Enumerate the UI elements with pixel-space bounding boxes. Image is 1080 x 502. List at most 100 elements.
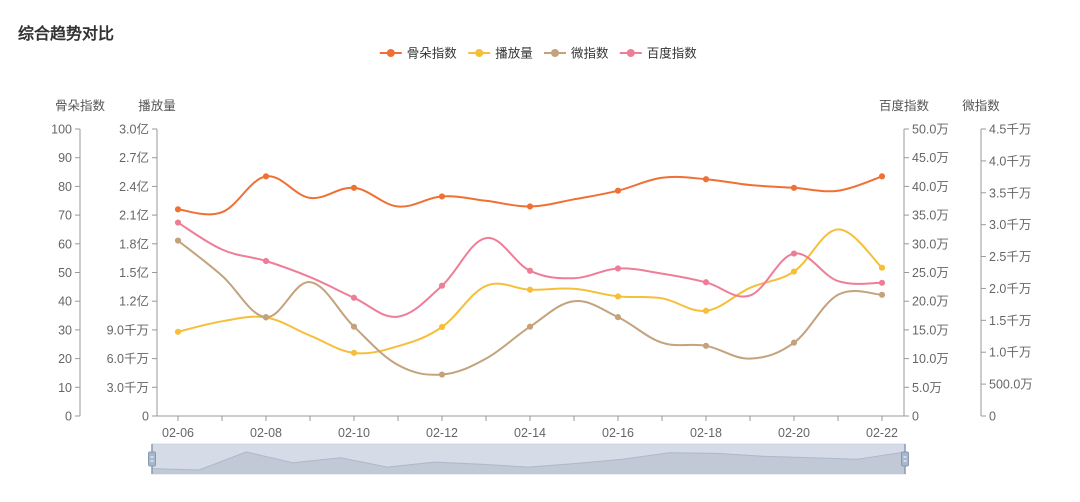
data-point — [614, 293, 622, 300]
handle-grip — [148, 451, 156, 467]
data-point — [878, 291, 886, 298]
legend-item[interactable]: 微指数 — [544, 46, 609, 61]
y-tick-label: 15.0万 — [912, 323, 949, 337]
y-tick-label: 0 — [142, 410, 149, 424]
y-tick-label: 40.0万 — [912, 180, 949, 194]
y-axis-name: 百度指数 — [879, 98, 930, 113]
legend-label: 微指数 — [571, 46, 609, 61]
data-point — [878, 264, 886, 271]
y-tick-label: 0 — [989, 410, 996, 424]
y-tick-label: 20 — [58, 352, 72, 366]
slider-preview-area — [152, 452, 905, 474]
data-point — [174, 237, 182, 244]
chart-legend[interactable]: 骨朵指数 播放量 微指数 百度指数 — [379, 46, 698, 61]
y-tick-label: 1.5千万 — [989, 314, 1031, 328]
chart-axes: 0 10 20 30 40 50 60 70 80 90 100 骨朵指数 0 3.0千万 6.0千万 9.0… — [51, 98, 1033, 424]
y-tick-label: 10.0万 — [912, 352, 949, 366]
data-point — [438, 193, 446, 200]
y-axis-a2: 0 3.0千万 6.0千万 9.0千万 1.2亿 1.5亿 1.8亿 2.1亿 2.4亿 2.7亿… — [107, 98, 176, 424]
y-axis-name: 微指数 — [962, 98, 1000, 113]
y-tick-label: 2.5千万 — [989, 250, 1031, 264]
data-point — [790, 339, 798, 346]
legend-label: 播放量 — [495, 46, 533, 61]
legend-label: 百度指数 — [647, 46, 698, 61]
y-tick-label: 45.0万 — [912, 151, 949, 165]
y-tick-label: 3.0亿 — [119, 122, 149, 137]
data-point — [526, 203, 534, 210]
chart-series — [174, 173, 886, 378]
data-point — [790, 184, 798, 191]
legend-item[interactable]: 骨朵指数 — [379, 46, 458, 61]
y-tick-label: 30 — [58, 323, 72, 337]
legend-marker — [475, 49, 484, 57]
y-tick-label: 0 — [65, 410, 72, 424]
data-point — [350, 349, 358, 356]
data-point — [526, 323, 534, 330]
data-zoom-slider[interactable] — [148, 443, 909, 475]
y-tick-label: 10 — [58, 381, 72, 395]
y-tick-label: 1.8亿 — [119, 236, 149, 251]
data-point — [438, 323, 446, 331]
y-tick-label: 3.5千万 — [989, 186, 1031, 200]
y-tick-label: 2.0千万 — [989, 282, 1031, 296]
legend-marker — [626, 49, 635, 57]
data-point — [702, 307, 710, 314]
series-2 — [174, 228, 886, 356]
y-tick-label: 6.0千万 — [107, 352, 149, 366]
x-tick-label: 02-10 — [338, 426, 370, 440]
series-4 — [174, 219, 886, 318]
y-axis-name: 播放量 — [138, 98, 176, 113]
x-tick-label: 02-12 — [426, 426, 458, 440]
y-tick-label: 50.0万 — [912, 123, 949, 137]
slider-selection — [152, 444, 905, 474]
data-point — [526, 286, 534, 293]
y-tick-label: 4.0千万 — [989, 154, 1031, 168]
page-title: 综合趋势对比 — [18, 26, 115, 43]
y-axis-a3: 0 5.0万 10.0万 15.0万 20.0万 25.0万 30.0万 35.0万 40.0万… — [879, 98, 949, 424]
legend-label: 骨朵指数 — [407, 46, 458, 61]
data-point — [878, 279, 886, 286]
data-point — [438, 371, 446, 378]
y-axis-a1: 0 10 20 30 40 50 60 70 80 90 100 骨朵指数 — [51, 98, 105, 424]
data-point — [614, 314, 622, 321]
y-axis-name: 骨朵指数 — [55, 98, 106, 113]
data-point — [702, 279, 710, 286]
data-point — [350, 323, 358, 330]
x-tick-label: 02-22 — [866, 426, 898, 440]
slider-handle-right[interactable] — [901, 444, 909, 474]
series-line — [177, 239, 883, 376]
data-point — [526, 267, 534, 274]
slider-handle-left[interactable] — [148, 444, 156, 474]
y-axis-a4: 0 500.0万 1.0千万 1.5千万 2.0千万 2.5千万 3.0千万 3.5千万 4.0… — [962, 98, 1033, 424]
x-tick-label: 02-20 — [778, 426, 810, 440]
y-tick-label: 3.0千万 — [989, 218, 1031, 232]
data-point — [174, 328, 182, 335]
slider-preview-line — [151, 451, 906, 471]
x-tick-label: 02-06 — [162, 426, 194, 440]
legend-marker — [551, 49, 559, 57]
y-tick-label: 2.7亿 — [119, 150, 149, 165]
y-tick-label: 60 — [58, 237, 72, 251]
y-tick-label: 20.0万 — [912, 295, 949, 309]
data-point — [702, 176, 710, 183]
x-axis: 02-06 02-08 02-10 02-12 02-14 02-16 02-18 02-20… — [157, 415, 904, 440]
x-tick-label: 02-16 — [602, 426, 634, 440]
y-tick-label: 1.2亿 — [119, 294, 149, 309]
data-point — [262, 173, 270, 180]
legend-item[interactable]: 播放量 — [468, 46, 533, 61]
data-point — [702, 342, 710, 349]
y-tick-label: 25.0万 — [912, 266, 949, 280]
x-tick-label: 02-14 — [514, 426, 546, 440]
series-3 — [174, 237, 886, 378]
data-point — [262, 257, 270, 265]
y-tick-label: 3.0千万 — [107, 381, 149, 395]
y-tick-label: 1.0千万 — [989, 346, 1031, 360]
y-tick-label: 2.1亿 — [119, 208, 149, 223]
handle-grip — [901, 451, 909, 467]
x-tick-label: 02-08 — [250, 426, 282, 440]
y-tick-label: 80 — [58, 180, 72, 194]
legend-item[interactable]: 百度指数 — [619, 46, 698, 61]
legend-marker — [386, 49, 395, 57]
y-tick-label: 35.0万 — [912, 209, 949, 223]
data-point — [790, 250, 798, 257]
